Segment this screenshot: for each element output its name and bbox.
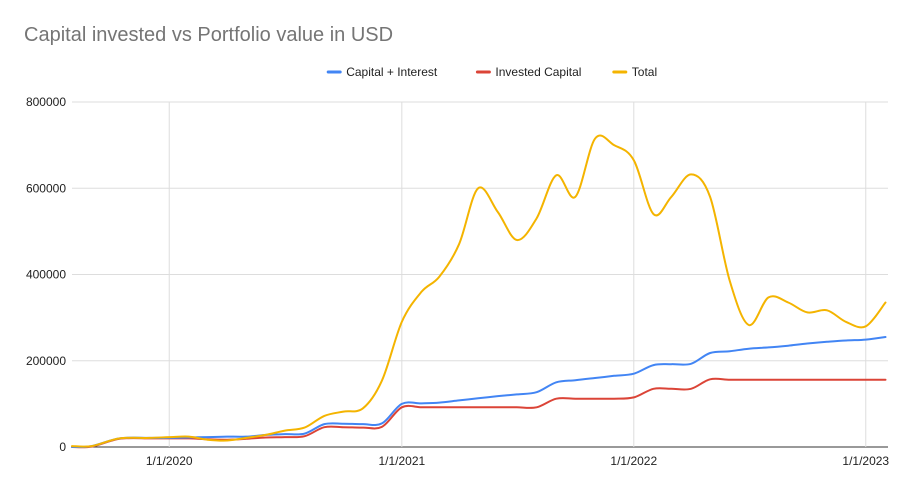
legend-label: Invested Capital bbox=[495, 65, 581, 79]
y-tick-label: 200000 bbox=[26, 354, 66, 368]
grid-layer bbox=[72, 101, 888, 448]
chart-title: Capital invested vs Portfolio value in U… bbox=[24, 24, 394, 46]
legend-item[interactable]: Invested Capital bbox=[475, 65, 581, 79]
x-tick-label: 1/1/2021 bbox=[378, 454, 425, 468]
y-tick-label: 0 bbox=[59, 440, 66, 454]
axis-layer: 0 200000 400000 600000 800000 1/1/2020 1/1/202… bbox=[26, 95, 889, 468]
x-tick-label: 1/1/2023 bbox=[842, 454, 889, 468]
series-layer bbox=[71, 134, 887, 449]
series-line-total bbox=[71, 134, 887, 448]
y-tick-label: 400000 bbox=[26, 268, 66, 282]
y-tick-label: 800000 bbox=[26, 95, 66, 109]
y-tick-label: 600000 bbox=[26, 181, 66, 195]
legend-label: Total bbox=[632, 65, 657, 79]
x-tick-label: 1/1/2022 bbox=[610, 454, 657, 468]
legend-item[interactable]: Capital + Interest bbox=[326, 65, 438, 79]
legend-label: Capital + Interest bbox=[346, 65, 438, 79]
legend-item[interactable]: Total bbox=[612, 65, 657, 79]
series-line-capital-interest bbox=[71, 336, 887, 449]
legend: Capital + Interest Invested Capital Total bbox=[326, 65, 657, 79]
x-tick-label: 1/1/2020 bbox=[146, 454, 193, 468]
